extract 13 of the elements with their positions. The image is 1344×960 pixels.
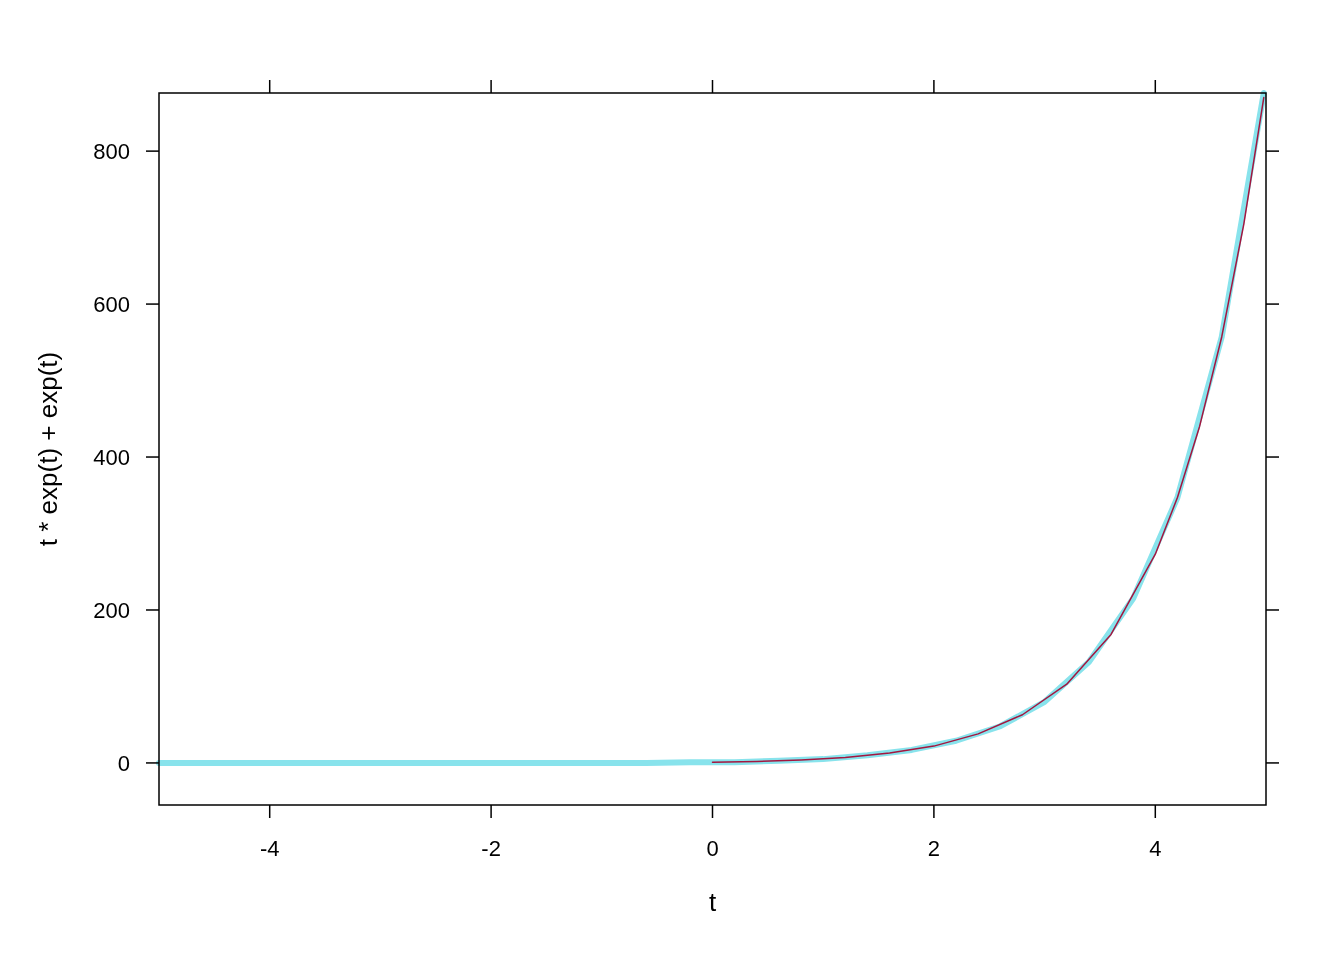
y-axis-title: t * exp(t) + exp(t) (33, 351, 63, 547)
y-tick-label: 400 (93, 445, 130, 471)
x-tick-label: -4 (259, 836, 280, 861)
x-tick-label: 0 (706, 836, 719, 861)
y-tick-label: 200 (93, 597, 130, 623)
y-tick-label: 0 (117, 750, 130, 776)
x-tick-label: -2 (481, 836, 501, 861)
x-axis-title: t (708, 887, 717, 917)
y-tick-label: 600 (93, 292, 130, 318)
line-series (711, 96, 1265, 763)
x-tick-label: 2 (927, 836, 941, 861)
x-tick-label: 4 (1149, 836, 1162, 861)
y-tick-label: 800 (93, 139, 130, 165)
